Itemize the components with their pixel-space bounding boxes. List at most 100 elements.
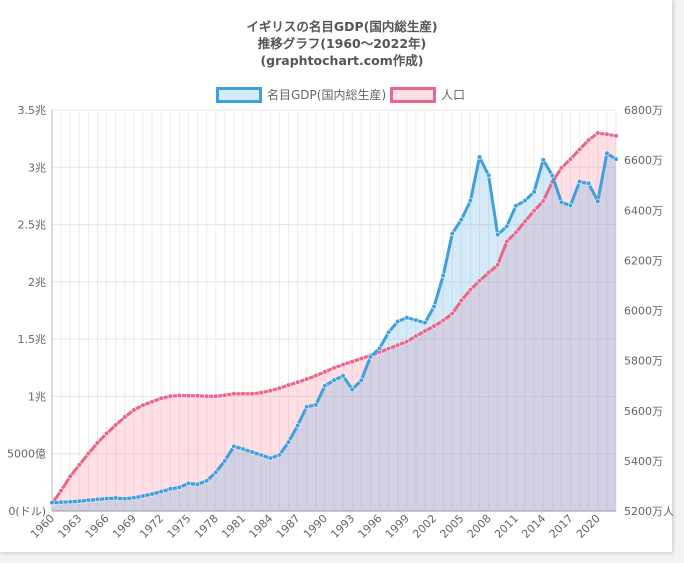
data-point-population: [395, 342, 401, 348]
y-left-tick-label: 2.5兆: [18, 219, 47, 232]
y-right-tick-label: 5400万: [624, 455, 663, 468]
y-right-tick-label: 6200万: [624, 254, 663, 267]
data-point-gdp: [331, 377, 337, 383]
y-left-tick-label: 3.5兆: [18, 104, 47, 117]
x-tick-label: 2005: [437, 512, 466, 541]
y-left-tick-label: 1.5兆: [18, 333, 47, 346]
data-point-gdp: [349, 386, 355, 393]
data-point-gdp: [549, 172, 555, 179]
y-right-tick-label: 6000万: [624, 305, 663, 318]
data-point-gdp: [258, 452, 264, 458]
data-point-population: [522, 218, 528, 224]
data-point-gdp: [449, 230, 455, 237]
data-point-population: [504, 238, 510, 244]
legend-item-gdp[interactable]: 名目GDP(国内総生産): [216, 86, 386, 103]
data-point-gdp: [358, 377, 364, 383]
legend-item-population[interactable]: 人口: [390, 86, 465, 103]
data-point-population: [540, 198, 546, 204]
chart-title-line1: イギリスの名目GDP(国内総生産): [246, 19, 438, 34]
data-point-population: [313, 373, 319, 379]
chart-card: イギリスの名目GDP(国内総生産) 推移グラフ(1960～2022年) (gra…: [0, 0, 672, 552]
data-point-population: [76, 462, 82, 468]
data-point-gdp: [213, 469, 219, 476]
data-point-gdp: [440, 273, 446, 279]
data-point-gdp: [586, 180, 592, 187]
data-point-gdp: [267, 455, 273, 461]
data-point-population: [586, 137, 592, 143]
x-tick-label: 2020: [574, 512, 603, 541]
chart-title-line3: (graphtochart.com作成): [260, 53, 424, 68]
data-point-gdp: [231, 443, 237, 449]
data-point-population: [204, 393, 210, 399]
data-point-population: [513, 229, 519, 236]
data-point-gdp: [531, 189, 537, 195]
data-point-population: [358, 356, 364, 362]
data-point-gdp: [285, 439, 292, 445]
x-tick-label: 1999: [383, 512, 412, 541]
data-point-gdp: [85, 497, 91, 503]
x-tick-label: 1978: [192, 512, 221, 541]
data-point-gdp: [540, 157, 546, 163]
series-area-gdp: [52, 153, 616, 511]
data-point-population: [240, 391, 246, 397]
data-point-population: [604, 131, 610, 137]
data-point-population: [258, 390, 264, 396]
x-tick-label: 1972: [137, 512, 166, 541]
y-left-tick-label: 3兆: [28, 161, 46, 174]
data-point-gdp: [422, 320, 428, 326]
data-point-gdp: [122, 496, 128, 502]
data-point-population: [85, 451, 91, 457]
data-point-population: [103, 430, 110, 437]
data-point-gdp: [385, 329, 392, 335]
data-point-population: [340, 362, 346, 368]
data-point-gdp: [486, 172, 492, 179]
x-tick-label: 1990: [301, 512, 330, 541]
data-point-population: [440, 317, 446, 324]
y-right-tick-label: 6600万: [624, 154, 663, 167]
data-point-gdp: [194, 481, 201, 488]
data-point-population: [58, 488, 64, 494]
x-tick-label: 2011: [492, 512, 521, 541]
data-point-gdp: [504, 223, 510, 229]
x-tick-label: 2008: [465, 512, 494, 541]
data-point-gdp: [76, 498, 82, 504]
data-point-population: [331, 365, 337, 371]
data-point-gdp: [604, 150, 610, 156]
data-point-gdp: [404, 315, 410, 321]
data-point-population: [185, 393, 192, 399]
legend-swatch-gdp: [216, 86, 262, 103]
data-point-population: [486, 270, 492, 276]
data-point-population: [495, 262, 501, 268]
data-point-gdp: [176, 484, 182, 490]
data-point-gdp: [513, 203, 519, 209]
data-point-gdp: [131, 495, 137, 501]
data-point-population: [213, 393, 219, 399]
y-right-tick-label: 5200万人: [624, 505, 674, 518]
data-point-population: [304, 376, 310, 382]
data-point-population: [431, 323, 437, 329]
data-point-population: [122, 414, 128, 420]
data-point-gdp: [340, 373, 346, 379]
data-point-population: [558, 165, 565, 171]
y-right-tick-label: 6800万: [624, 104, 663, 117]
x-tick-label: 1984: [246, 512, 275, 541]
data-point-gdp: [204, 478, 210, 484]
data-point-gdp: [167, 486, 173, 492]
data-point-population: [295, 379, 301, 385]
data-point-gdp: [558, 199, 565, 205]
data-point-gdp: [476, 154, 483, 160]
data-point-population: [149, 399, 155, 405]
y-left-tick-label: 1兆: [28, 390, 46, 403]
data-point-gdp: [304, 404, 310, 410]
data-point-gdp: [249, 449, 255, 455]
data-point-gdp: [113, 495, 119, 501]
data-point-gdp: [67, 499, 73, 505]
data-point-population: [613, 133, 619, 139]
y-right-tick-label: 5600万: [624, 405, 663, 418]
data-point-gdp: [495, 232, 501, 238]
data-point-gdp: [522, 198, 528, 204]
data-point-population: [131, 407, 137, 413]
x-tick-label: 2017: [547, 512, 576, 541]
data-point-gdp: [367, 354, 373, 360]
